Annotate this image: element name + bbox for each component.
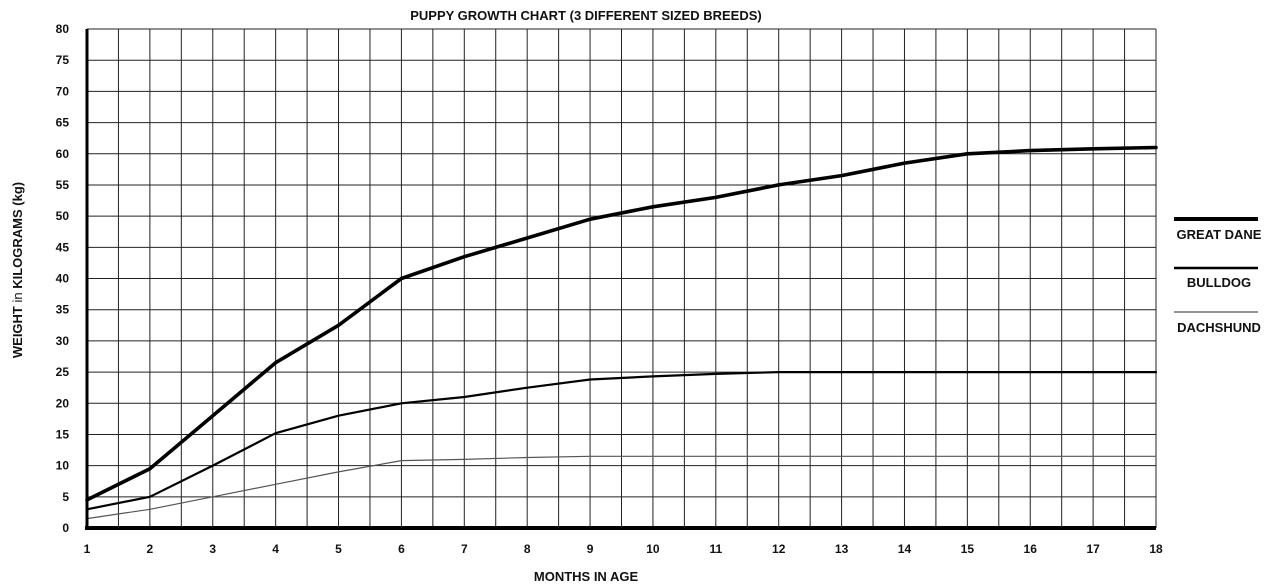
x-tick-label: 12 [772, 542, 786, 556]
x-tick-label: 15 [961, 542, 975, 556]
x-tick-label: 14 [898, 542, 912, 556]
y-tick-label: 55 [56, 178, 70, 192]
x-tick-label: 5 [335, 542, 342, 556]
y-axis-label-part: WEIGHT [10, 306, 25, 358]
x-tick-label: 18 [1149, 542, 1163, 556]
y-tick-label: 80 [56, 22, 70, 36]
y-tick-labels: 0 5 10 15 20 25 30 35 40 45 50 55 60 65 70 75 80 [56, 22, 70, 535]
x-tick-label: 4 [272, 542, 279, 556]
series-line-dachshund [86, 455, 1157, 520]
legend-label-great-dane: GREAT DANE [1177, 227, 1262, 242]
x-tick-label: 1 [84, 542, 91, 556]
y-axis-label-part: (kg) [10, 182, 25, 209]
series-line-great-dane [85, 145, 1158, 502]
x-tick-labels: 1 2 3 4 5 6 7 8 9 10 11 12 13 14 15 16 17 18 [84, 542, 1163, 556]
x-tick-label: 9 [587, 542, 594, 556]
chart-title: PUPPY GROWTH CHART (3 DIFFERENT SIZED BR… [410, 8, 762, 23]
y-tick-label: 25 [56, 365, 70, 379]
x-tick-label: 17 [1086, 542, 1100, 556]
y-tick-label: 50 [56, 209, 70, 223]
series-line-bulldog [85, 371, 1158, 511]
x-tick-label: 16 [1024, 542, 1038, 556]
y-tick-label: 10 [56, 459, 70, 473]
x-tick-label: 10 [646, 542, 660, 556]
legend-label-bulldog: BULLDOG [1187, 275, 1251, 290]
x-tick-label: 3 [209, 542, 216, 556]
x-tick-label: 11 [709, 542, 722, 556]
legend: GREAT DANE BULLDOG DACHSHUND [1174, 217, 1262, 335]
y-tick-label: 45 [56, 240, 70, 254]
y-tick-label: 5 [62, 490, 69, 504]
x-tick-label: 2 [147, 542, 154, 556]
y-tick-label: 40 [56, 272, 70, 286]
grid [86, 28, 1157, 529]
y-tick-label: 20 [56, 396, 70, 410]
y-axis-label: WEIGHT in KILOGRAMS (kg) [10, 182, 25, 358]
y-tick-label: 30 [56, 334, 70, 348]
axes [85, 29, 1156, 530]
x-tick-label: 8 [524, 542, 531, 556]
x-tick-label: 6 [398, 542, 405, 556]
y-tick-label: 75 [56, 53, 70, 67]
x-axis-label: MONTHS IN AGE [534, 569, 639, 584]
x-tick-label: 13 [835, 542, 849, 556]
y-tick-label: 35 [56, 303, 70, 317]
y-axis-label-part: KILOGRAMS [10, 209, 25, 289]
series-lines [85, 145, 1158, 520]
y-tick-label: 15 [56, 427, 70, 441]
y-axis-label-part: in [10, 289, 25, 306]
y-tick-label: 65 [56, 116, 70, 130]
y-tick-label: 0 [62, 521, 69, 535]
y-tick-label: 70 [56, 84, 70, 98]
legend-label-dachshund: DACHSHUND [1177, 320, 1261, 335]
x-tick-label: 7 [461, 542, 468, 556]
y-tick-label: 60 [56, 147, 70, 161]
